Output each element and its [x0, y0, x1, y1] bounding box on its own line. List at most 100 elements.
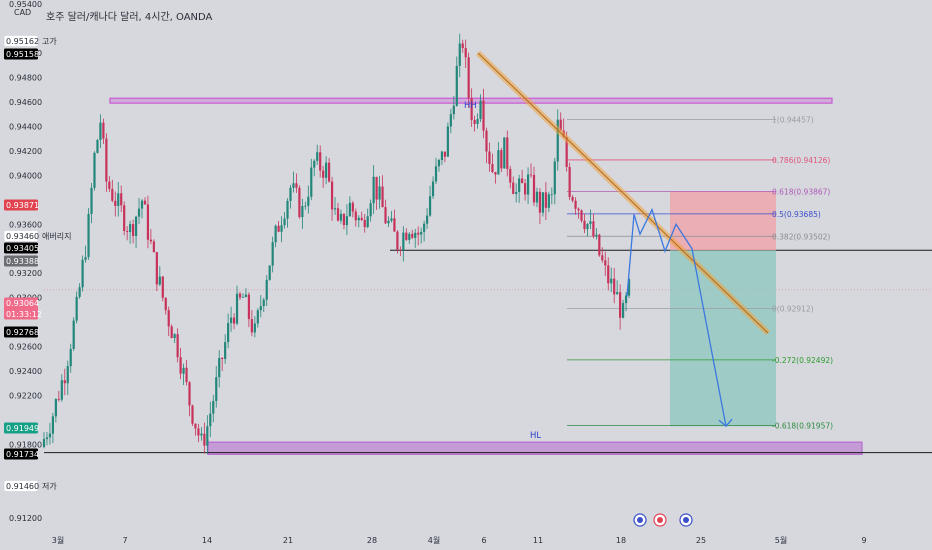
annotation-hh: HH [464, 101, 477, 111]
candle-body [313, 160, 316, 168]
candle-body [292, 183, 295, 188]
price-tag [4, 326, 38, 338]
candle-body [473, 119, 476, 124]
candle-body [577, 208, 580, 211]
candle-body [209, 413, 212, 427]
candle-body [108, 181, 111, 189]
candle-body [304, 205, 307, 207]
candle-body [229, 317, 233, 324]
candle-body [57, 399, 60, 400]
candle-body [268, 265, 271, 280]
candle-body [598, 234, 601, 256]
candle-body [333, 208, 337, 210]
candle-body [541, 192, 545, 213]
candle-body [485, 130, 488, 152]
candle-body [449, 114, 452, 127]
price-tick-label: 0.91200 [9, 514, 42, 523]
fib-level-label: 0(0.92912) [772, 304, 814, 313]
candle-body [535, 191, 539, 203]
candle-body [170, 326, 173, 339]
candle-body [283, 218, 286, 226]
candle-body [99, 122, 102, 140]
fib-level-label: 0.786(0.94126) [772, 156, 830, 165]
candle-body [425, 215, 429, 224]
price-tick-label: 0.95400 [9, 0, 42, 9]
candle-body [203, 433, 206, 446]
candle-body [149, 239, 153, 242]
candle-body [378, 186, 381, 200]
price-tag [3, 35, 39, 47]
candle-body [345, 216, 349, 226]
price-tick-label: 0.94600 [9, 98, 42, 107]
candle-body [434, 166, 438, 182]
candle-body [212, 400, 215, 414]
candle-body [339, 213, 343, 221]
candle-body [161, 276, 164, 298]
price-tick-label: 0.94800 [9, 73, 42, 82]
candle-body [66, 366, 69, 384]
candle-body [126, 230, 129, 232]
x-tick-label: 5월 [775, 535, 787, 545]
candle-body [322, 170, 325, 178]
candle-body [75, 296, 78, 321]
candle-body [547, 194, 550, 208]
candle-body [197, 428, 200, 436]
candle-body [325, 162, 328, 178]
price-tick-label: 0.91800 [9, 441, 42, 450]
candle-body [443, 151, 447, 157]
candle-body [289, 187, 292, 201]
candle-body [134, 216, 138, 237]
candle-body [191, 405, 194, 424]
candle-body [482, 100, 485, 131]
fib-level-label: 0.618(0.93867) [772, 188, 830, 197]
candle-body [601, 255, 604, 261]
candle-body [464, 48, 467, 58]
price-tag-countdown: 01:33:12 [6, 310, 42, 319]
candle-body [164, 297, 167, 311]
candle-body [592, 221, 595, 237]
candle-body [565, 136, 568, 167]
candle-body [586, 224, 589, 230]
candle-body [538, 191, 542, 213]
candle-body [384, 207, 387, 224]
candle-body [102, 122, 105, 139]
candle-body [81, 259, 84, 288]
candle-body [518, 178, 521, 192]
fib-level-label: 1(0.94457) [772, 115, 814, 124]
candle-body [503, 137, 506, 169]
candle-body [624, 295, 628, 304]
candle-body [238, 293, 242, 298]
projection-arrowhead [718, 418, 733, 428]
candle-body [568, 166, 571, 198]
candle-body [280, 225, 283, 232]
candle-body [84, 257, 87, 260]
candle-body [182, 367, 185, 374]
candle-body [431, 181, 435, 197]
candle-body [250, 319, 253, 333]
candle-body [146, 204, 150, 240]
x-tick-label: 11 [533, 536, 543, 545]
price-tag-side-label: 고가 [42, 37, 57, 46]
x-tick-label: 6 [481, 536, 486, 545]
price-tag-value: 0.91460 [6, 482, 39, 491]
x-tick-label: 21 [283, 536, 293, 545]
candle-body [604, 260, 607, 266]
candle-body [54, 399, 57, 417]
candle-body [48, 433, 52, 438]
price-tag [4, 422, 38, 434]
candle-body [574, 200, 577, 209]
symbol-title: 호주 달러/캐나다 달러, 4시간, OANDA [46, 12, 213, 23]
price-tag [3, 480, 39, 492]
candle-body [411, 233, 414, 238]
price-tag [4, 48, 38, 60]
candle-body [131, 224, 135, 237]
candle-body [336, 208, 340, 221]
candle-body [247, 294, 251, 320]
candle-body [556, 119, 559, 162]
candle-body [224, 342, 227, 359]
candle-body [553, 161, 556, 195]
fib-level-label: -0.618(0.91957) [772, 421, 833, 430]
candle-body [428, 196, 432, 216]
candle-body [470, 98, 473, 120]
